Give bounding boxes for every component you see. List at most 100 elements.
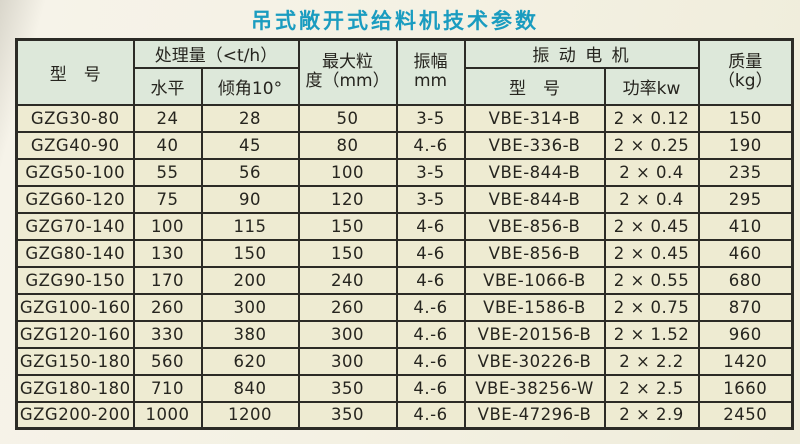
cell-max-particle: 260 [297,292,398,322]
cell-mass: 235 [697,157,794,187]
cell-mass: 295 [697,184,794,214]
cell-capacity-incline: 150 [200,238,300,268]
table-row: GZG180-180 710 840 350 4.-6 VBE-38256-W … [15,373,794,403]
cell-mass: 960 [697,319,794,349]
cell-max-particle: 50 [297,103,398,133]
header-amplitude-line2: mm [413,71,448,92]
cell-max-particle: 300 [297,319,398,349]
cell-model: GZG50-100 [15,157,135,187]
cell-capacity-horizontal: 75 [132,184,203,214]
cell-mass: 1660 [697,373,794,403]
cell-capacity-incline: 28 [200,103,300,133]
table-row: GZG60-120 75 90 120 3-5 VBE-844-B 2 × 0.… [15,184,794,214]
cell-motor-model: VBE-1586-B [463,292,606,322]
header-motor-power: 功率kw [603,66,700,106]
cell-model: GZG150-180 [15,346,135,376]
cell-amplitude: 3-5 [395,157,466,187]
header-model: 型 号 [15,38,135,106]
header-capacity-incline: 倾角10° [200,66,300,106]
cell-motor-model: VBE-856-B [463,211,606,241]
cell-motor-power: 2 × 0.4 [603,184,700,214]
cell-model: GZG120-160 [15,319,135,349]
cell-mass: 150 [697,103,794,133]
header-amplitude: 振幅 mm [395,38,466,106]
cell-mass: 190 [697,130,794,160]
cell-capacity-horizontal: 55 [132,157,203,187]
cell-capacity-horizontal: 170 [132,265,203,295]
header-mass-line1: 质量 [728,51,763,72]
cell-model: GZG40-90 [15,130,135,160]
table-row: GZG150-180 560 620 300 4.-6 VBE-30226-B … [15,346,794,376]
table-row: GZG70-140 100 115 150 4-6 VBE-856-B 2 × … [15,211,794,241]
cell-max-particle: 350 [297,373,398,403]
cell-capacity-incline: 90 [200,184,300,214]
table-row: GZG50-100 55 56 100 3-5 VBE-844-B 2 × 0.… [15,157,794,187]
cell-capacity-incline: 380 [200,319,300,349]
cell-max-particle: 100 [297,157,398,187]
cell-amplitude: 4-6 [395,238,466,268]
cell-motor-power: 2 × 0.45 [603,211,700,241]
cell-amplitude: 3-5 [395,103,466,133]
cell-mass: 870 [697,292,794,322]
table-row: GZG30-80 24 28 50 3-5 VBE-314-B 2 × 0.12… [15,103,794,133]
cell-motor-model: VBE-844-B [463,157,606,187]
cell-motor-power: 2 × 2.2 [603,346,700,376]
cell-motor-power: 2 × 2.5 [603,373,700,403]
cell-motor-power: 2 × 0.55 [603,265,700,295]
header-amplitude-line1: 振幅 [413,51,448,72]
header-max-particle: 最大粒 度（mm） [297,38,398,106]
cell-capacity-incline: 45 [200,130,300,160]
cell-mass: 680 [697,265,794,295]
cell-amplitude: 4.-6 [395,130,466,160]
cell-motor-model: VBE-314-B [463,103,606,133]
table-row: GZG200-200 1000 1200 350 4.-6 VBE-47296-… [15,400,794,430]
header-mass: 质量 （kg） [697,38,794,106]
cell-motor-model: VBE-856-B [463,238,606,268]
header-motor-group: 振 动 电 机 [463,38,700,69]
cell-mass: 460 [697,238,794,268]
table-row: GZG100-160 260 300 260 4.-6 VBE-1586-B 2… [15,292,794,322]
cell-amplitude: 4.-6 [395,400,466,430]
cell-mass: 1420 [697,346,794,376]
cell-motor-model: VBE-1066-B [463,265,606,295]
cell-amplitude: 4.-6 [395,292,466,322]
cell-model: GZG60-120 [15,184,135,214]
cell-motor-model: VBE-38256-W [463,373,606,403]
cell-motor-model: VBE-336-B [463,130,606,160]
cell-motor-power: 2 × 0.4 [603,157,700,187]
page-title: 吊式敞开式给料机技术参数 [251,9,539,33]
cell-capacity-incline: 200 [200,265,300,295]
cell-mass: 410 [697,211,794,241]
cell-model: GZG80-140 [15,238,135,268]
cell-capacity-horizontal: 560 [132,346,203,376]
cell-capacity-horizontal: 710 [132,373,203,403]
cell-motor-power: 2 × 0.45 [603,238,700,268]
cell-model: GZG100-160 [15,292,135,322]
header-motor-model: 型 号 [463,66,606,106]
cell-motor-power: 2 × 0.75 [603,292,700,322]
cell-capacity-incline: 1200 [200,400,300,430]
table-header: 型 号 处理量（<t/h） 最大粒 度（mm） 振幅 mm 振 动 电 机 质量… [15,38,794,106]
cell-max-particle: 150 [297,211,398,241]
cell-max-particle: 120 [297,184,398,214]
header-mass-line2: （kg） [717,71,773,92]
cell-motor-power: 2 × 2.9 [603,400,700,430]
cell-model: GZG70-140 [15,211,135,241]
cell-max-particle: 240 [297,265,398,295]
cell-capacity-horizontal: 40 [132,130,203,160]
table-row: GZG40-90 40 45 80 4.-6 VBE-336-B 2 × 0.2… [15,130,794,160]
cell-amplitude: 3-5 [395,184,466,214]
table-row: GZG80-140 130 150 150 4-6 VBE-856-B 2 × … [15,238,794,268]
cell-model: GZG30-80 [15,103,135,133]
cell-motor-model: VBE-30226-B [463,346,606,376]
cell-amplitude: 4.-6 [395,373,466,403]
cell-max-particle: 80 [297,130,398,160]
cell-amplitude: 4.-6 [395,346,466,376]
cell-max-particle: 150 [297,238,398,268]
cell-amplitude: 4-6 [395,211,466,241]
cell-capacity-incline: 840 [200,373,300,403]
cell-capacity-horizontal: 24 [132,103,203,133]
cell-max-particle: 300 [297,346,398,376]
cell-capacity-horizontal: 130 [132,238,203,268]
cell-model: GZG200-200 [15,400,135,430]
